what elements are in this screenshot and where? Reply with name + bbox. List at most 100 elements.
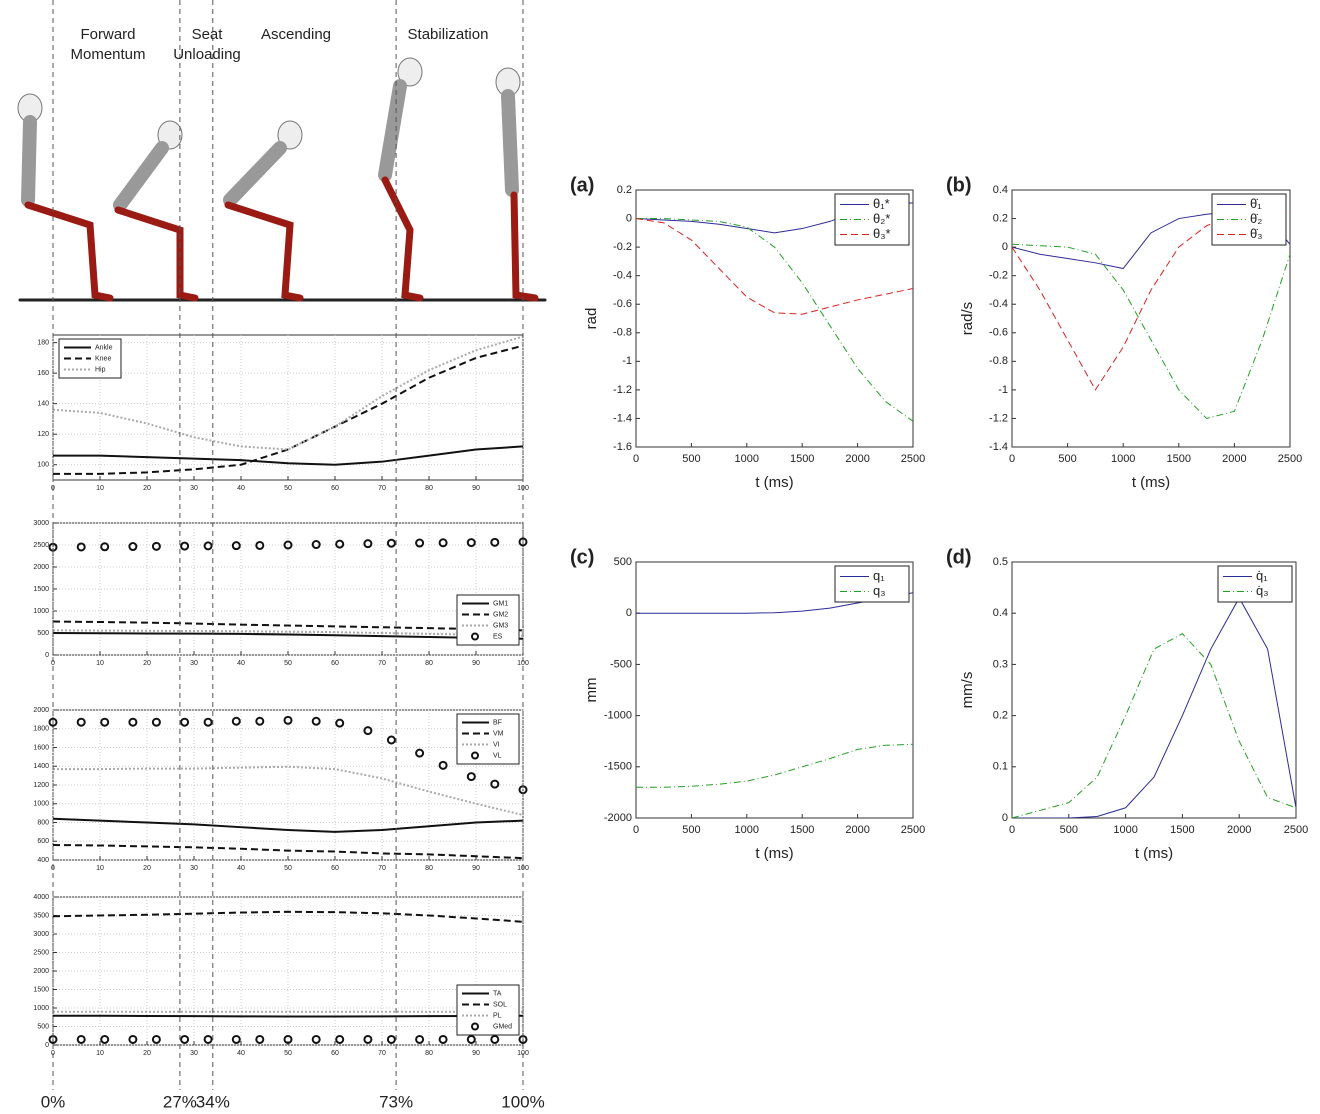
y-tick-label: 3500: [33, 912, 49, 919]
marker: [311, 540, 321, 550]
marker: [231, 716, 241, 726]
phase-label: Seat: [192, 26, 224, 43]
marker: [76, 717, 86, 727]
y-tick-label: 100: [37, 462, 49, 469]
marker: [466, 772, 476, 782]
marker: [180, 717, 190, 727]
chart: -1.6 -1.4 -1.2 -1 -0.8 -0.6 -0.4 -0.2 0 0.2 0 500 10…: [570, 174, 925, 491]
legend-label: TA: [493, 990, 502, 997]
x-axis-label: t (ms): [755, 845, 793, 862]
x-tick-label: 60: [331, 485, 339, 492]
marker: [203, 541, 213, 551]
legend-label: θ̇₂: [1250, 211, 1262, 226]
y-tick-label: -0.6: [613, 298, 632, 310]
y-tick-label: 140: [37, 401, 49, 408]
x-tick-label: 1000: [735, 824, 759, 836]
y-tick-label: 2500: [33, 542, 49, 549]
legend-label: VI: [493, 741, 500, 748]
x-tick-label: 80: [425, 485, 433, 492]
x-tick-label: 40: [237, 865, 245, 872]
panel-label: (c): [570, 546, 594, 568]
legend-label: VL: [493, 752, 502, 759]
x-tick-label: 10: [96, 865, 104, 872]
marker: [151, 717, 161, 727]
y-tick-label: -0.4: [989, 298, 1008, 310]
y-tick-label: 600: [37, 838, 49, 845]
x-tick-label: 500: [682, 824, 700, 836]
chart: -1.4 -1.2 -1 -0.8 -0.6 -0.4 -0.2 0 0.2 0.4 0 500 100…: [946, 174, 1302, 491]
legend-marker: [471, 751, 479, 760]
x-tick-label: 1000: [1113, 824, 1137, 836]
series-line: [1012, 243, 1290, 420]
series-line: [53, 632, 523, 640]
x-tick-label: 60: [331, 865, 339, 872]
y-tick-label: -0.2: [989, 270, 1008, 282]
x-tick-label: 70: [378, 1050, 386, 1057]
series-line: [53, 344, 523, 475]
x-tick-label: 20: [143, 485, 151, 492]
y-tick-label: 1600: [33, 744, 49, 751]
plot-frame: [1011, 561, 1297, 819]
marker: [363, 726, 373, 736]
marker: [100, 717, 110, 727]
legend-label: q₃: [873, 583, 886, 598]
x-tick-label: 30: [190, 865, 198, 872]
y-tick-label: 400: [37, 857, 49, 864]
marker: [128, 1034, 138, 1044]
series-line: [1012, 596, 1296, 818]
y-tick-label: 3000: [33, 931, 49, 938]
y-tick-label: 1800: [33, 726, 49, 733]
x-tick-label: 1500: [790, 824, 814, 836]
x-tick-label: 2500: [901, 824, 925, 836]
x-tick-label: 1000: [1111, 453, 1135, 465]
marker: [363, 1034, 373, 1044]
x-tick-label: 50: [284, 660, 292, 667]
x-tick-label: 20: [143, 660, 151, 667]
x-axis-label: t (ms): [1135, 845, 1173, 862]
marker: [180, 541, 190, 551]
x-tick-label: 30: [190, 1050, 198, 1057]
phase-label: Stabilization: [408, 26, 489, 43]
marker: [311, 716, 321, 726]
phase-label: Forward: [80, 26, 135, 43]
y-tick-label: -0.2: [613, 241, 632, 253]
marker: [100, 1034, 110, 1044]
legend-box: [1217, 565, 1293, 603]
x-tick-label: 80: [425, 660, 433, 667]
panel-label: (d): [946, 546, 972, 568]
y-tick-label: -1.4: [989, 441, 1008, 453]
x-tick-label: 0: [633, 453, 639, 465]
series-line: [53, 1014, 523, 1018]
y-tick-label: 4000: [33, 894, 49, 901]
y-tick-label: -0.8: [613, 327, 632, 339]
x-tick-label: 50: [284, 865, 292, 872]
legend-marker: [471, 1022, 479, 1031]
y-tick-label: 0.4: [993, 184, 1008, 196]
figure-2: [113, 120, 199, 302]
x-tick-label: 40: [237, 660, 245, 667]
y-tick-label: 160: [37, 370, 49, 377]
legend-label: ES: [493, 633, 503, 640]
legend-label: VM: [493, 730, 504, 737]
x-tick-label: 80: [425, 1050, 433, 1057]
marker: [180, 1034, 190, 1044]
legend-box: [834, 193, 910, 246]
y-tick-label: 0.2: [993, 710, 1008, 722]
x-tick-label: 2500: [1278, 453, 1302, 465]
x-tick-label: 50: [284, 485, 292, 492]
phase-percent: 34%: [196, 1092, 230, 1111]
x-tick-label: 2000: [845, 453, 869, 465]
marker: [490, 537, 500, 547]
series-line: [636, 218, 913, 315]
y-tick-label: 500: [614, 556, 632, 568]
legend-label: Hip: [95, 366, 106, 373]
marker: [415, 748, 425, 758]
y-tick-label: 0: [1002, 812, 1008, 824]
y-tick-label: 2500: [33, 949, 49, 956]
x-tick-label: 90: [472, 660, 480, 667]
y-tick-label: 1500: [33, 986, 49, 993]
legend-label: Ankle: [95, 344, 113, 351]
marker: [255, 540, 265, 550]
x-tick-label: 2000: [845, 824, 869, 836]
